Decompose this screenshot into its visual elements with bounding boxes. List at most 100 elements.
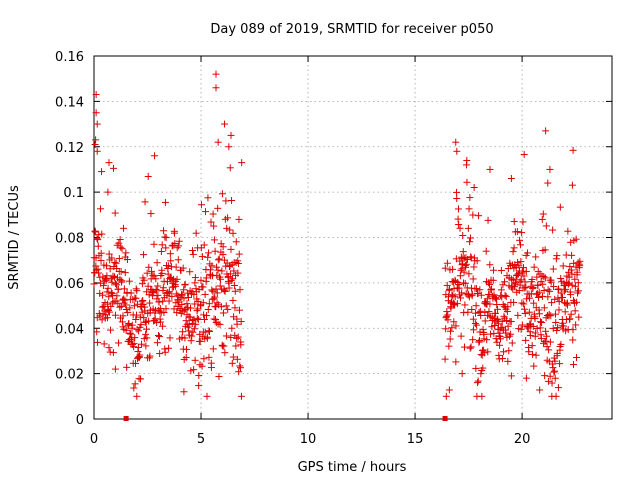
data-point [522, 268, 530, 276]
data-point [230, 267, 238, 275]
data-point [211, 247, 219, 255]
data-point [574, 259, 582, 267]
data-point [563, 301, 571, 309]
data-point [532, 351, 540, 359]
data-point [226, 270, 234, 278]
data-point [532, 253, 540, 261]
data-point [568, 270, 576, 278]
data-point [543, 332, 551, 340]
data-point [539, 280, 547, 288]
data-point [143, 269, 151, 277]
data-point [553, 326, 561, 334]
data-point-outlier [507, 175, 515, 183]
data-point [517, 325, 525, 333]
data-point [510, 244, 518, 252]
data-point [462, 263, 470, 271]
data-point [199, 299, 207, 307]
data-point [533, 290, 541, 298]
data-point [471, 309, 479, 317]
data-point [568, 251, 576, 259]
data-point [218, 190, 226, 198]
data-point [453, 188, 461, 196]
data-point [160, 308, 168, 316]
data-point [477, 350, 485, 358]
data-point [193, 307, 201, 315]
data-point [536, 386, 544, 394]
data-point [231, 304, 239, 312]
data-point [160, 227, 168, 235]
data-point [556, 203, 564, 211]
data-point [198, 362, 206, 370]
data-point [444, 316, 452, 324]
x-tick-label: 5 [197, 432, 205, 447]
zero-marker [442, 416, 448, 421]
data-point [463, 178, 471, 186]
y-tick-label: 0.12 [55, 141, 84, 156]
data-point [574, 279, 582, 287]
data-point [219, 251, 227, 259]
data-point [497, 286, 505, 294]
data-point [114, 299, 122, 307]
data-point [120, 285, 128, 293]
data-point [554, 384, 562, 392]
data-point [95, 269, 103, 277]
data-point [127, 330, 135, 338]
data-point [548, 299, 556, 307]
data-point [175, 237, 183, 245]
data-point [216, 275, 224, 283]
data-point-outlier [546, 165, 554, 173]
data-point [217, 303, 225, 311]
data-point [197, 276, 205, 284]
data-point [181, 280, 189, 288]
data-point [482, 247, 490, 255]
data-point-outlier [225, 143, 233, 151]
data-point [111, 258, 119, 266]
data-point [564, 280, 572, 288]
data-point [106, 265, 114, 273]
data-point [562, 300, 570, 308]
data-point [443, 281, 451, 289]
data-point [484, 348, 492, 356]
data-point [162, 305, 170, 313]
data-point [178, 301, 186, 309]
data-point [153, 339, 161, 347]
data-point [105, 344, 113, 352]
data-point [102, 311, 110, 319]
data-point [457, 332, 465, 340]
data-point [514, 258, 522, 266]
data-point [105, 293, 113, 301]
data-point [518, 229, 526, 237]
data-point [108, 278, 116, 286]
data-point [456, 224, 464, 232]
data-point [546, 287, 554, 295]
data-point [222, 302, 230, 310]
data-point [502, 329, 510, 337]
data-point [203, 312, 211, 320]
data-point [234, 260, 242, 268]
data-point [510, 298, 518, 306]
data-point [211, 315, 219, 323]
data-point [225, 284, 233, 292]
data-point [141, 198, 149, 206]
data-point [229, 229, 237, 237]
data-point [466, 234, 474, 242]
data-point [123, 363, 131, 371]
data-point [480, 349, 488, 357]
data-point [115, 339, 123, 347]
data-point [455, 284, 463, 292]
data-point [517, 258, 525, 266]
data-point [233, 355, 241, 363]
data-point [228, 324, 236, 332]
data-point [576, 257, 584, 265]
data-point [152, 287, 160, 295]
data-point [469, 211, 477, 219]
data-point [455, 221, 463, 229]
data-point [504, 322, 512, 330]
data-point [191, 274, 199, 282]
data-point [561, 308, 569, 316]
data-point [472, 364, 480, 372]
data-point [464, 291, 472, 299]
data-point [140, 251, 148, 259]
data-point [507, 330, 515, 338]
data-point [186, 268, 194, 276]
